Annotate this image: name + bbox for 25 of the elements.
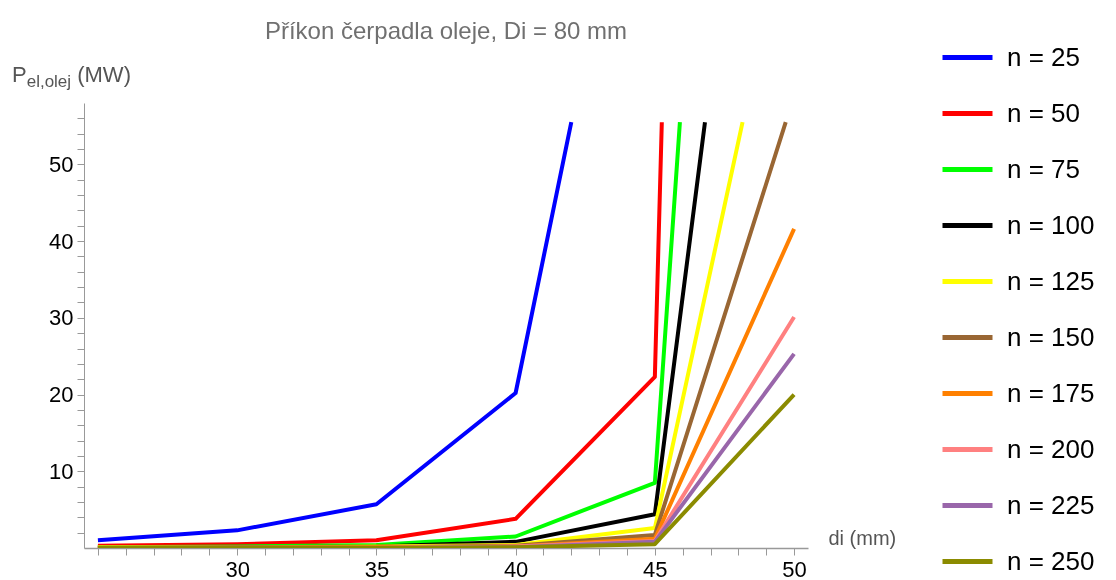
legend-label: n = 125 bbox=[1007, 265, 1095, 296]
x-tick-label: 40 bbox=[503, 556, 529, 580]
y-tick-label: 40 bbox=[49, 228, 74, 254]
legend-label: n = 25 bbox=[1007, 41, 1081, 72]
y-axis-title: P$_{el,olej}$ (MW) bbox=[12, 62, 131, 93]
legend-label: n = 150 bbox=[1007, 321, 1095, 352]
legend-label: n = 200 bbox=[1007, 433, 1095, 464]
chart-title: Příkon čerpadla oleje, Di = 80 mm bbox=[264, 17, 628, 44]
legend-label: n = 100 bbox=[1007, 209, 1095, 240]
line-series bbox=[95, 120, 574, 543]
legend-label: n = 175 bbox=[1007, 377, 1095, 408]
line-series bbox=[95, 392, 797, 548]
legend-label: n = 225 bbox=[1007, 489, 1095, 520]
x-tick-label: 45 bbox=[643, 556, 668, 580]
y-tick-label: 30 bbox=[49, 305, 74, 331]
x-tick-label: 30 bbox=[225, 556, 250, 580]
y-tick-label: 10 bbox=[49, 458, 74, 484]
x-tick-label: 35 bbox=[364, 556, 390, 580]
x-axis-title: di (mm) bbox=[828, 526, 897, 549]
legend-label: n = 50 bbox=[1007, 97, 1081, 128]
y-tick-label: 50 bbox=[49, 151, 74, 177]
legend-label: n = 250 bbox=[1007, 545, 1095, 576]
legend-label: n = 75 bbox=[1007, 153, 1081, 184]
x-tick-label: 50 bbox=[782, 556, 807, 580]
y-tick-label: 20 bbox=[49, 382, 74, 408]
